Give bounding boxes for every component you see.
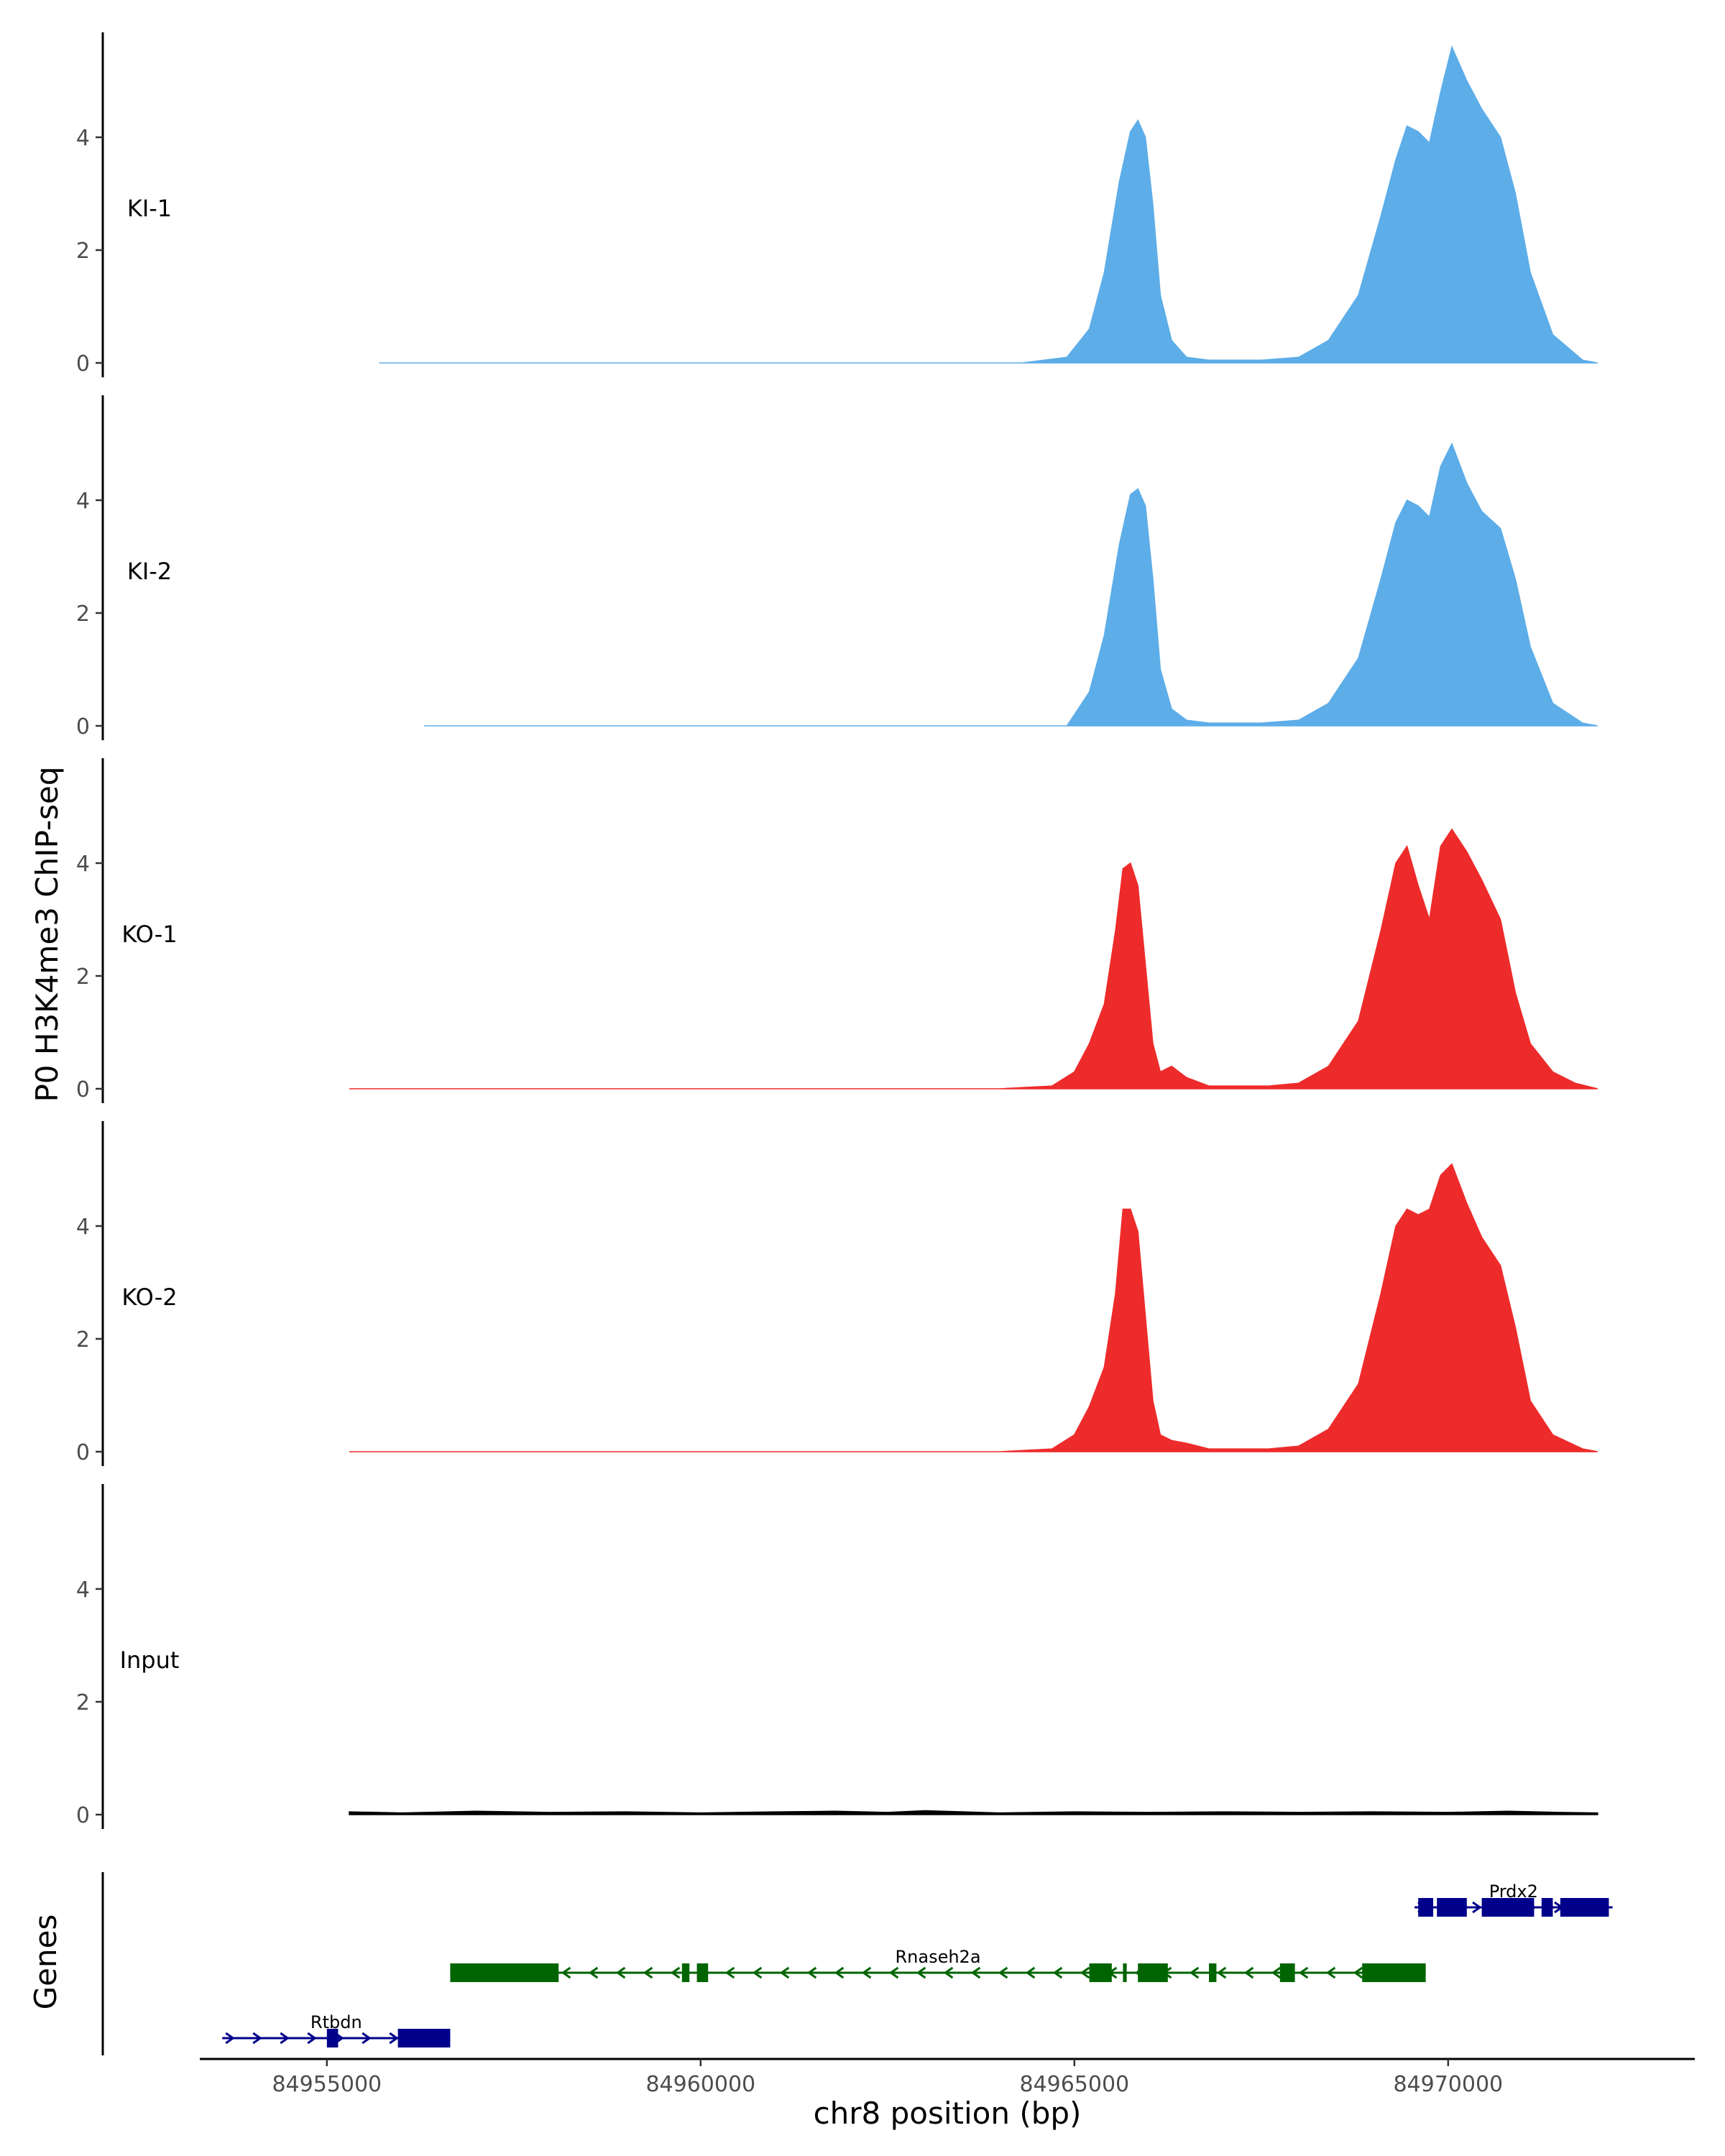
strand-arrow — [806, 1966, 817, 1979]
strand-arrow — [943, 1966, 954, 1979]
gene-exon — [450, 1963, 559, 1982]
strand-arrow — [1025, 1966, 1036, 1979]
gene-exon — [681, 1963, 690, 1982]
y-tick-label: 4 — [76, 852, 90, 877]
gene-exon — [1481, 1898, 1535, 1917]
track-panel-ko-1: 0 2 4 KO-1 — [76, 758, 1598, 1103]
strand-arrow — [1472, 1901, 1482, 1914]
strand-arrow — [834, 1966, 845, 1979]
y-tick-label: 0 — [76, 1440, 90, 1465]
gene-name-label: Rnaseh2a — [895, 1947, 980, 1967]
track-label: KI-2 — [127, 558, 172, 585]
gene-exon — [1089, 1963, 1112, 1982]
gene-exon — [1541, 1898, 1553, 1917]
x-tick-label: 84955000 — [272, 2072, 382, 2097]
y-tick-label: 2 — [76, 1327, 90, 1353]
y-tick-label: 2 — [76, 1690, 90, 1715]
x-axis: 84955000 84960000 84965000 84970000 — [200, 2058, 1695, 2097]
track-label: KI-1 — [127, 195, 172, 222]
genes-track-label: Genes — [28, 1915, 63, 2010]
strand-arrow — [1325, 1966, 1336, 1979]
track-panel-ko-2: 0 2 4 KO-2 — [76, 1121, 1598, 1466]
gene-exon — [326, 2029, 339, 2047]
gene-exon — [1418, 1898, 1433, 1917]
y-tick-label: 4 — [76, 1577, 90, 1603]
strand-arrow — [1216, 1966, 1227, 1979]
track-panel-ki-1: 0 2 4 KI-1 — [76, 32, 1598, 377]
track-panel-input: 0 2 4 Input — [76, 1484, 1598, 1829]
strand-arrow — [252, 2032, 262, 2045]
gene-rtbdn: Rtbdn — [222, 2012, 451, 2047]
strand-arrow — [362, 2032, 372, 2045]
gene-name-label: Rtbdn — [310, 2012, 362, 2032]
gene-exon — [696, 1963, 709, 1982]
y-tick-label: 2 — [76, 239, 90, 264]
y-tick-label: 4 — [76, 126, 90, 151]
strand-arrow — [1189, 1966, 1200, 1979]
strand-arrow — [389, 2032, 399, 2045]
gene-exon — [1560, 1898, 1609, 1917]
gene-rnaseh2a: Rnaseh2a — [450, 1947, 1426, 1982]
x-tick-label: 84970000 — [1393, 2072, 1503, 2097]
y-tick-label: 0 — [76, 1803, 90, 1828]
gene-prdx2: Prdx2 — [1414, 1881, 1613, 1917]
strand-arrow — [1243, 1966, 1254, 1979]
y-tick-label: 0 — [76, 1077, 90, 1102]
strand-arrow — [588, 1966, 599, 1979]
strand-arrow — [752, 1966, 763, 1979]
track-panel-ki-2: 0 2 4 KI-2 — [76, 395, 1598, 740]
signal-area-ko-1 — [349, 828, 1598, 1089]
signal-area-ko-2 — [349, 1163, 1598, 1452]
x-tick-label: 84965000 — [1019, 2072, 1129, 2097]
strand-arrow — [670, 1966, 681, 1979]
gene-exon — [1138, 1963, 1168, 1982]
strand-arrow — [643, 1966, 653, 1979]
strand-arrow — [888, 1966, 899, 1979]
strand-arrow — [998, 1966, 1008, 1979]
strand-arrow — [1080, 1966, 1090, 1979]
y-tick-label: 0 — [76, 351, 90, 377]
strand-arrow — [280, 2032, 290, 2045]
strand-arrow — [225, 2032, 235, 2045]
track-label: KO-2 — [121, 1284, 177, 1311]
strand-arrow — [307, 2032, 317, 2045]
gene-name-label: Prdx2 — [1489, 1881, 1538, 1902]
gene-exon — [397, 2029, 451, 2047]
y-tick-label: 4 — [76, 489, 90, 514]
strand-arrow — [970, 1966, 981, 1979]
signal-area-input — [349, 1810, 1598, 1815]
signal-area-ki-2 — [424, 442, 1598, 727]
strand-arrow — [861, 1966, 872, 1979]
y-tick-label: 4 — [76, 1215, 90, 1240]
strand-arrow — [779, 1966, 790, 1979]
strand-arrow — [1298, 1966, 1309, 1979]
y-tick-label: 2 — [76, 964, 90, 990]
track-label: KO-1 — [121, 921, 177, 948]
x-axis-title: chr8 position (bp) — [814, 2096, 1082, 2131]
strand-arrow — [615, 1966, 626, 1979]
strand-arrow — [1271, 1966, 1282, 1979]
gene-exon — [1279, 1963, 1295, 1982]
track-label: Input — [120, 1646, 180, 1674]
y-axis-title: P0 H3K4me3 ChIP-seq — [29, 766, 65, 1102]
strand-arrow — [1353, 1966, 1363, 1979]
strand-arrow — [724, 1966, 735, 1979]
strand-arrow — [916, 1966, 926, 1979]
y-tick-label: 2 — [76, 602, 90, 627]
genes-layer: Prdx2 Rnaseh2a Rtbdn — [101, 1872, 1613, 2055]
gene-exon — [1362, 1963, 1426, 1982]
gene-exon — [1437, 1898, 1467, 1917]
gene-exon — [1209, 1963, 1217, 1982]
strand-arrow — [561, 1966, 571, 1979]
signal-area-ki-1 — [379, 45, 1598, 364]
tracks-layer: 0 2 4 KI-1 0 2 4 KI-2 0 2 4 KO-1 0 2 4 KO-2 0 2 4 Input — [76, 32, 1598, 1829]
x-tick-label: 84960000 — [645, 2072, 755, 2097]
gene-exon — [1123, 1963, 1127, 1982]
strand-arrow — [1052, 1966, 1063, 1979]
y-tick-label: 0 — [76, 714, 90, 740]
